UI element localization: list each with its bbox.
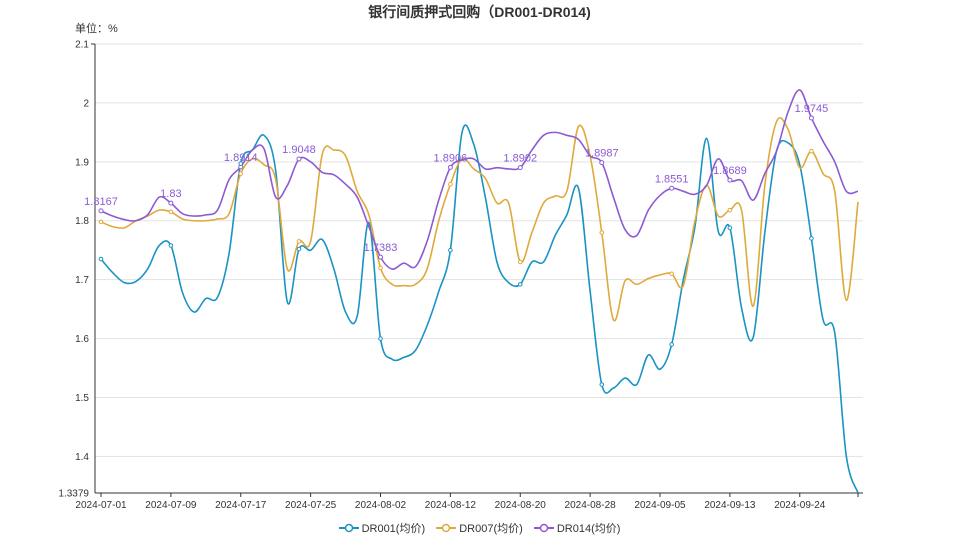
data-point xyxy=(168,243,174,248)
legend-label: DR007(均价) xyxy=(459,523,523,535)
data-point xyxy=(517,259,523,265)
data-points xyxy=(98,115,814,387)
data-point xyxy=(448,247,453,253)
data-label: 1.8914 xyxy=(224,152,258,164)
y-tick-label: 1.8 xyxy=(75,216,89,227)
x-tick-label: 2024-07-17 xyxy=(215,500,267,511)
data-point xyxy=(809,148,814,154)
data-labels: 1.8167 1.83 1.8914 1.9048 1.7383 1.8906 1.8902… xyxy=(84,103,828,254)
data-point xyxy=(517,165,523,171)
data-point xyxy=(809,236,814,241)
data-label: 1.8902 xyxy=(503,153,537,165)
chart-title: 银行间质押式回购（DR001-DR014) xyxy=(368,4,591,20)
y-tick-label: 2.1 xyxy=(75,40,89,51)
grid-lines xyxy=(95,43,863,457)
data-point xyxy=(599,160,605,166)
data-point xyxy=(378,254,384,260)
y-tick-label: 1.7 xyxy=(75,275,89,286)
y-tick-label: 1.9 xyxy=(75,157,89,168)
legend-item-dr007[interactable]: DR007(均价) xyxy=(436,520,523,536)
x-tick-label: 2024-07-09 xyxy=(145,500,197,511)
y-tick-label: 1.6 xyxy=(75,334,89,345)
data-point xyxy=(378,265,383,271)
data-label: 1.7383 xyxy=(364,242,398,254)
data-point xyxy=(296,246,302,252)
data-point xyxy=(727,207,733,213)
unit-label: 单位：% xyxy=(75,23,118,35)
legend-marker-icon xyxy=(436,523,457,533)
y-tick-label: 1.4 xyxy=(75,452,89,463)
data-point xyxy=(296,239,302,244)
data-point xyxy=(168,200,174,206)
data-label: 1.8987 xyxy=(585,148,619,160)
y-tick-label: 2 xyxy=(83,98,89,109)
data-point xyxy=(599,230,605,235)
data-point xyxy=(168,209,174,215)
x-tick-label: 2024-08-02 xyxy=(355,500,407,511)
data-point xyxy=(98,208,104,214)
data-label: 1.8551 xyxy=(655,173,689,185)
data-point xyxy=(808,115,814,121)
x-tick-label: 2024-08-20 xyxy=(495,500,547,511)
legend-marker-icon xyxy=(338,523,359,533)
y-tick-label: 1.5 xyxy=(75,393,89,404)
chart-legend: DR001(均价) DR007(均价) DR014(均价) xyxy=(0,520,959,536)
data-point xyxy=(448,181,453,187)
x-tick-label: 2024-07-01 xyxy=(75,500,127,511)
series-line-DR014(均价) xyxy=(100,89,859,270)
data-point xyxy=(669,185,675,191)
data-point xyxy=(599,382,605,387)
x-tick-label: 2024-09-05 xyxy=(634,500,686,511)
data-point xyxy=(238,161,244,166)
data-label: 1.83 xyxy=(160,188,181,200)
data-point xyxy=(98,219,104,225)
data-label: 1.8689 xyxy=(713,165,747,177)
data-point xyxy=(727,225,733,231)
data-label: 1.8906 xyxy=(434,152,468,164)
x-tick-label: 2024-07-25 xyxy=(285,500,337,511)
data-point xyxy=(517,282,523,287)
data-point xyxy=(238,171,244,176)
data-point xyxy=(296,156,302,162)
legend-item-dr014[interactable]: DR014(均价) xyxy=(533,520,621,536)
data-point xyxy=(378,336,383,341)
legend-label: DR001(均价) xyxy=(361,523,426,535)
x-tick-label: 2024-08-12 xyxy=(425,500,477,511)
data-point xyxy=(447,164,453,170)
data-point xyxy=(669,271,674,277)
x-tick-label: 2024-08-28 xyxy=(565,500,617,511)
x-tick-label: 2024-09-13 xyxy=(704,500,756,511)
x-tick-label: 2024-09-24 xyxy=(774,500,826,511)
series-line-DR001(均价) xyxy=(100,124,859,494)
data-point xyxy=(727,177,733,183)
legend-item-dr001[interactable]: DR001(均价) xyxy=(338,520,426,536)
y-tick-label: 1.3379 xyxy=(58,489,89,500)
data-label: 1.8167 xyxy=(84,196,118,208)
series-line-DR007(均价) xyxy=(100,117,859,322)
series-lines xyxy=(100,89,859,494)
data-point xyxy=(669,342,674,347)
legend-marker-icon xyxy=(533,523,554,533)
data-label: 1.9048 xyxy=(282,144,316,156)
data-label: 1.9745 xyxy=(795,103,829,115)
legend-label: DR014(均价) xyxy=(556,523,621,535)
data-point xyxy=(98,256,104,262)
